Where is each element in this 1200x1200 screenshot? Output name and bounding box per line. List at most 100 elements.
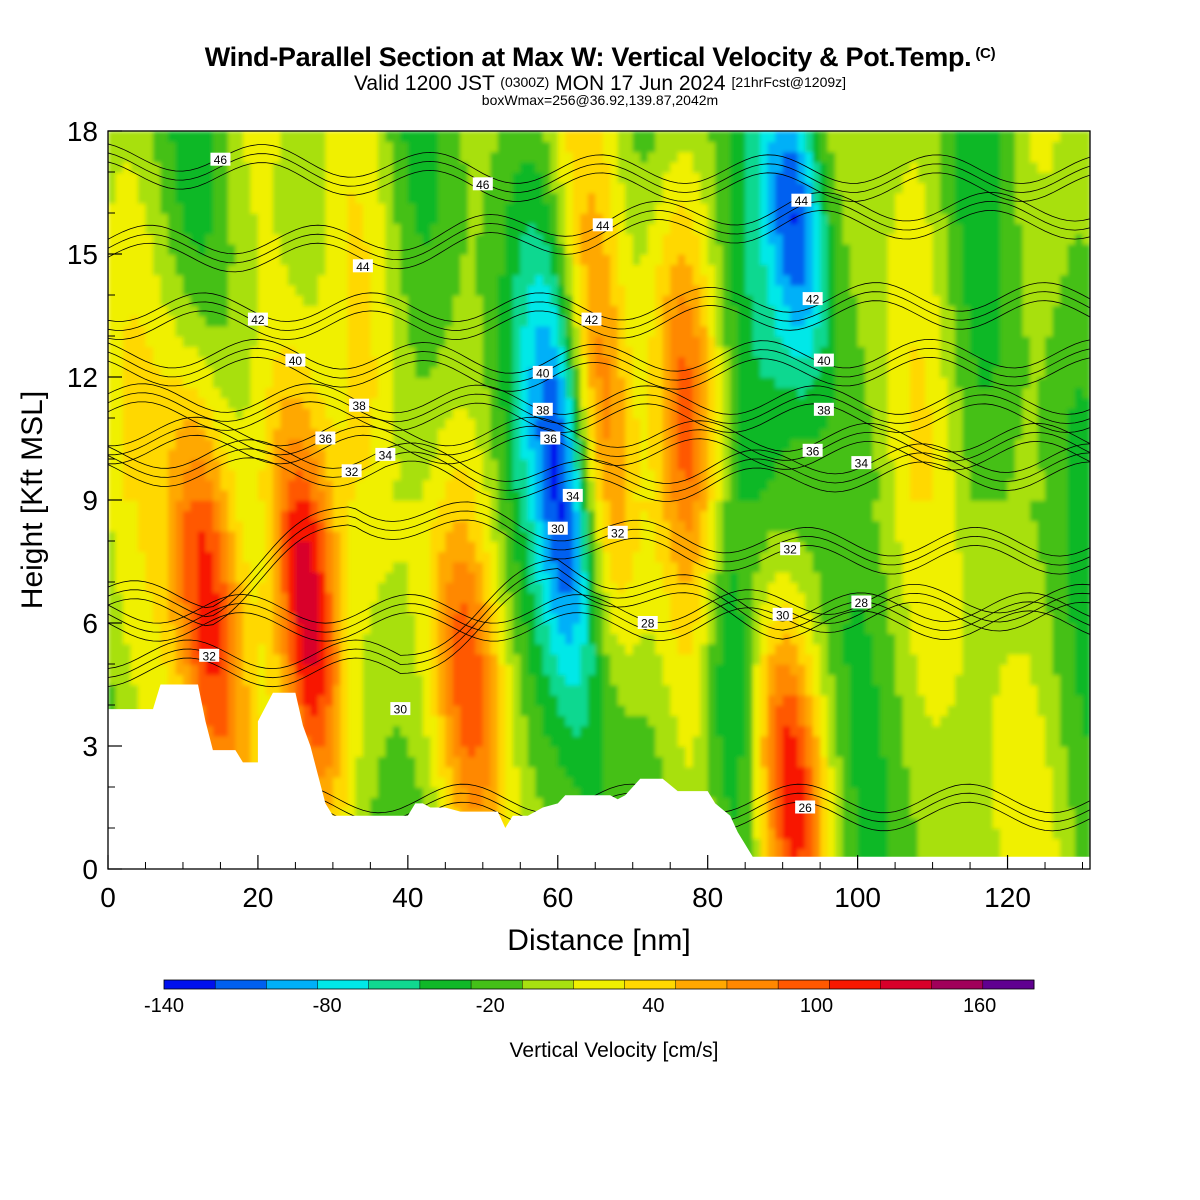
velocity-cell [580,274,589,286]
velocity-cell [317,274,327,286]
velocity-cell [550,274,559,286]
velocity-cell [475,561,484,573]
velocity-cell [452,612,462,624]
velocity-cell [152,315,162,327]
velocity-cell [272,223,282,235]
velocity-cell [295,243,304,255]
velocity-cell [445,694,454,706]
velocity-cell [145,551,154,563]
velocity-cell [422,705,432,717]
velocity-cell [550,674,559,686]
velocity-cell [437,418,447,430]
velocity-cell [167,182,177,194]
velocity-cell [310,274,319,286]
velocity-cell [595,684,604,696]
velocity-cell [580,264,589,276]
velocity-cell [130,141,139,153]
velocity-cell [490,664,499,676]
velocity-cell [220,387,229,399]
velocity-cell [482,459,492,471]
velocity-cell [512,530,522,542]
velocity-cell [617,746,627,758]
velocity-cell [325,182,334,194]
velocity-cell [295,284,304,296]
velocity-cell [332,500,342,512]
velocity-cell [370,264,379,276]
velocity-cell [452,346,462,358]
velocity-cell [610,356,619,368]
velocity-cell [205,479,214,491]
velocity-cell [242,725,252,737]
velocity-cell [415,664,424,676]
velocity-cell [302,725,312,737]
velocity-cell [227,725,237,737]
velocity-cell [505,243,514,255]
velocity-cell [542,582,552,594]
velocity-cell [497,787,507,799]
velocity-cell [602,510,612,522]
velocity-cell [587,489,597,501]
velocity-cell [437,161,447,173]
velocity-cell [542,459,552,471]
velocity-cell [482,530,492,542]
velocity-cell [332,151,342,163]
velocity-cell [220,182,229,194]
velocity-cell [580,500,589,512]
velocity-cell [340,161,349,173]
velocity-cell [287,489,297,501]
velocity-cell [422,356,432,368]
velocity-cell [572,500,582,512]
velocity-cell [535,243,544,255]
velocity-cell [295,377,304,389]
velocity-cell [482,346,492,358]
velocity-cell [430,715,439,727]
velocity-cell [617,643,627,655]
velocity-cell [257,407,267,419]
velocity-cell [182,571,192,583]
velocity-cell [527,377,537,389]
velocity-cell [505,407,514,419]
velocity-cell [430,182,439,194]
velocity-cell [235,489,244,501]
velocity-cell [205,356,214,368]
velocity-cell [317,172,327,184]
velocity-cell [595,725,604,737]
velocity-cell [370,182,379,194]
velocity-cell [167,500,177,512]
velocity-cell [497,571,507,583]
velocity-cell [272,397,282,409]
velocity-cell [520,510,529,522]
velocity-cell [257,469,267,481]
velocity-cell [565,377,574,389]
velocity-cell [190,131,199,143]
velocity-cell [152,407,162,419]
velocity-cell [505,141,514,153]
velocity-cell [310,295,319,307]
velocity-cell [385,520,394,532]
velocity-cell [332,325,342,337]
velocity-cell [332,551,342,563]
velocity-cell [197,684,207,696]
velocity-cell [227,643,237,655]
velocity-cell [130,694,139,706]
velocity-cell [370,694,379,706]
velocity-cell [197,551,207,563]
velocity-cell [617,787,627,799]
velocity-cell [325,705,334,717]
velocity-cell [257,633,267,645]
velocity-cell [377,694,387,706]
velocity-cell [385,151,394,163]
velocity-cell [310,705,319,717]
velocity-cell [430,530,439,542]
velocity-cell [610,776,619,788]
velocity-cell [617,397,627,409]
velocity-cell [430,797,439,809]
velocity-cell [115,141,124,153]
velocity-cell [347,243,357,255]
velocity-cell [610,633,619,645]
velocity-cell [152,387,162,399]
velocity-cell [535,418,544,430]
velocity-cell [212,284,222,296]
velocity-cell [212,407,222,419]
velocity-cell [347,131,357,143]
